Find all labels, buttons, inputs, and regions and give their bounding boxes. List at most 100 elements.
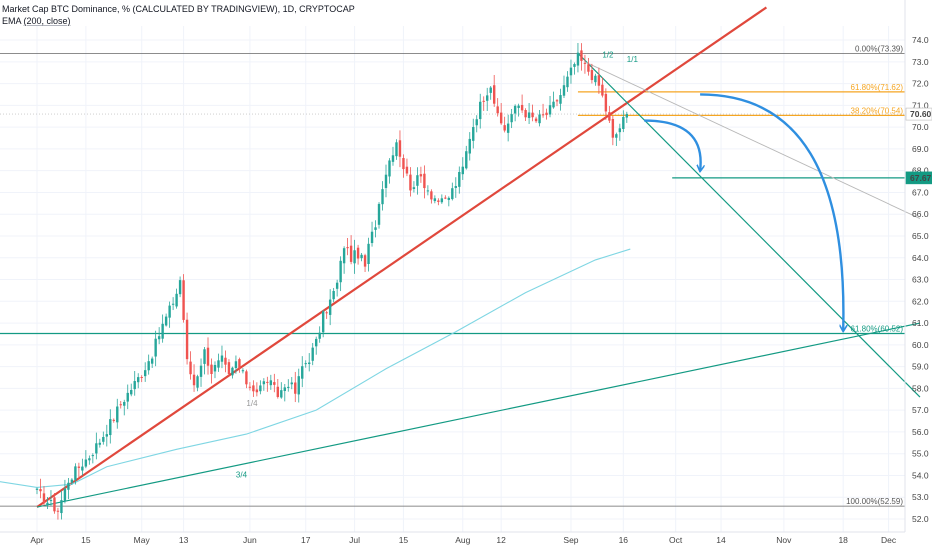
- candle-body: [433, 198, 437, 202]
- candle-body: [231, 367, 234, 376]
- candle-body: [430, 191, 433, 200]
- candle-body: [370, 231, 374, 244]
- candle-body: [137, 377, 140, 383]
- candle-body: [245, 371, 248, 385]
- candle-body: [552, 101, 555, 108]
- price-tick-label: 68.0: [912, 166, 929, 176]
- price-tick-label: 59.0: [912, 362, 929, 372]
- candle-body: [440, 198, 444, 203]
- candle-body: [381, 189, 384, 205]
- candle-body: [46, 502, 49, 506]
- time-tick-label: Apr: [30, 535, 43, 545]
- candle-body: [496, 106, 499, 114]
- candle-body: [74, 466, 77, 480]
- candle-body: [185, 319, 189, 360]
- time-tick-label: 15: [399, 535, 409, 545]
- candle-body: [335, 282, 339, 289]
- candle-body: [56, 510, 60, 512]
- time-axis[interactable]: Apr 15 May 13 Jun 17 Jul 15 Aug 12 Sep 16 Oct 14 Nov 18…: [0, 531, 905, 545]
- price-tick-label: 52.0: [912, 514, 929, 524]
- candle-body: [266, 381, 269, 383]
- ema-layer: [0, 248, 631, 488]
- candle-body: [182, 280, 185, 320]
- candle-body: [105, 434, 108, 437]
- candle-body: [49, 500, 53, 502]
- candle-body: [196, 376, 199, 388]
- candle-body: [594, 75, 597, 83]
- candle-body: [294, 382, 297, 394]
- candle-body: [499, 112, 503, 124]
- candle-body: [465, 151, 468, 169]
- ratio-label: 1/1: [627, 55, 639, 64]
- price-tick-label: 65.0: [912, 231, 929, 241]
- time-tick-label: 13: [179, 535, 189, 545]
- candle-body: [517, 105, 520, 108]
- candle-body: [346, 247, 349, 249]
- candle-body: [580, 50, 583, 61]
- candle-body: [541, 114, 545, 116]
- candle-body: [374, 227, 377, 230]
- candle-body: [489, 87, 492, 93]
- time-tick-label: Jul: [349, 535, 360, 545]
- candle-body: [130, 389, 133, 395]
- candle-body: [273, 382, 276, 385]
- time-tick-label: Dec: [881, 535, 897, 545]
- price-tick-label: 67.0: [912, 187, 929, 197]
- candle-body: [349, 245, 353, 262]
- candle-body: [283, 387, 286, 391]
- candle-body: [562, 85, 566, 96]
- candle-body: [597, 75, 601, 86]
- candle-body: [308, 362, 311, 365]
- trendline-red-trendline: [36, 6, 768, 508]
- candle-body: [290, 382, 293, 385]
- candle-body: [154, 338, 157, 357]
- candle-body: [168, 305, 171, 318]
- time-tick-label: Sep: [563, 535, 578, 545]
- price-badge-text-support: 67.67: [910, 173, 932, 183]
- ema-200-line: [0, 248, 631, 488]
- candle-body: [178, 280, 182, 295]
- candle-body: [513, 105, 517, 114]
- candle-body: [116, 406, 119, 423]
- candle-body: [77, 466, 81, 468]
- candle-body: [402, 158, 405, 170]
- candle-body: [608, 112, 611, 121]
- candle-body: [398, 140, 402, 157]
- candle-body: [611, 119, 615, 138]
- candle-body: [510, 114, 513, 123]
- candle-body: [524, 110, 527, 118]
- candle-body: [416, 175, 419, 186]
- candle-body: [42, 493, 46, 504]
- candle-body: [367, 243, 370, 264]
- candle-body: [252, 385, 255, 392]
- candle-body: [475, 119, 478, 126]
- grid-layer: [0, 26, 905, 532]
- candle-body: [615, 134, 618, 138]
- candle-body: [88, 458, 91, 461]
- price-tick-label: 61.0: [912, 318, 929, 328]
- price-tick-label: 62.0: [912, 296, 929, 306]
- candle-body: [363, 255, 367, 267]
- price-axis[interactable]: 52.0 53.0 54.0 55.0 56.0 57.0 58.0 59.0 60.0 61.0…: [904, 0, 932, 532]
- candle-body: [220, 355, 224, 362]
- indicator-params: (200, close): [23, 16, 71, 26]
- candle-body: [576, 52, 580, 66]
- indicator-legend[interactable]: EMA (200, close): [2, 16, 71, 26]
- ratio-label: 1/2: [602, 50, 614, 59]
- candle-body: [356, 247, 360, 259]
- time-tick-label: 15: [81, 535, 91, 545]
- candle-body: [601, 84, 604, 96]
- candle-body: [213, 364, 217, 372]
- candle-body: [133, 381, 136, 390]
- candle-body: [482, 100, 485, 102]
- candle-body: [391, 155, 395, 162]
- candle-body: [35, 488, 39, 490]
- candle-body: [506, 123, 510, 133]
- time-tick-label: 14: [716, 535, 726, 545]
- candle-body: [150, 358, 154, 364]
- candle-body: [492, 85, 496, 104]
- candle-body: [84, 459, 88, 467]
- price-tick-label: 55.0: [912, 449, 929, 459]
